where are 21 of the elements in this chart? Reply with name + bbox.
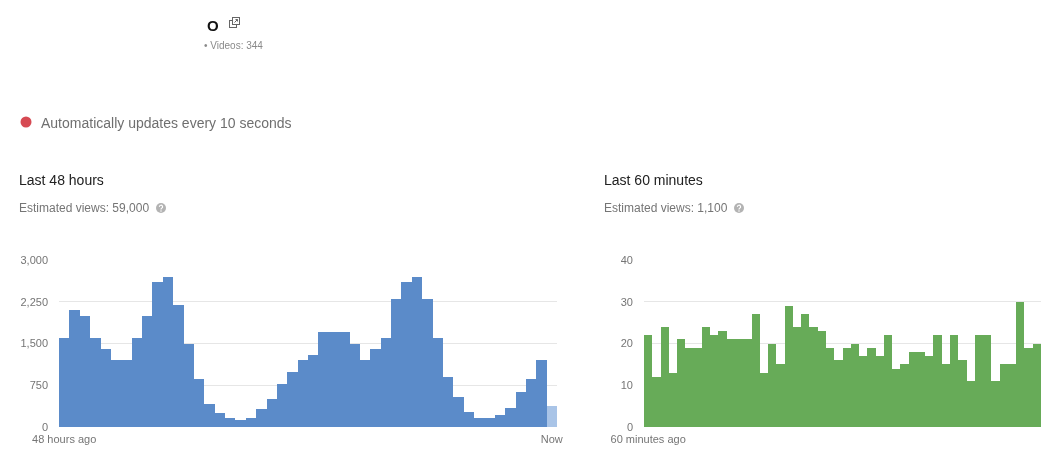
y-tick-label: 1,500 <box>20 337 48 350</box>
y-tick-label: 3,000 <box>20 253 48 266</box>
chart-title: Last 48 hours <box>19 171 104 189</box>
y-tick-label: 0 <box>41 420 48 433</box>
y-tick-label: 10 <box>620 379 633 392</box>
y-tick-label: 0 <box>626 420 633 433</box>
y-tick-label: 20 <box>620 337 633 350</box>
text: • Videos: 344 <box>204 40 263 52</box>
y-tick-label: 40 <box>620 253 633 266</box>
chart-title: Last 60 minutes <box>604 171 703 189</box>
text: O <box>207 17 219 34</box>
text: Automatically updates every 10 seconds <box>41 115 292 131</box>
x-tick-label: Now <box>540 433 563 445</box>
x-tick-label: 48 hours ago <box>32 433 97 445</box>
x-tick-label: 60 minutes ago <box>610 433 686 445</box>
bar <box>546 405 557 427</box>
y-tick-label: 2,250 <box>20 295 48 308</box>
chart-subtitle: Estimated views: 59,000 <box>19 201 150 215</box>
chart-subtitle: Estimated views: 1,100 <box>604 201 728 215</box>
y-tick-label: 750 <box>29 379 48 392</box>
y-tick-label: 30 <box>620 295 633 308</box>
